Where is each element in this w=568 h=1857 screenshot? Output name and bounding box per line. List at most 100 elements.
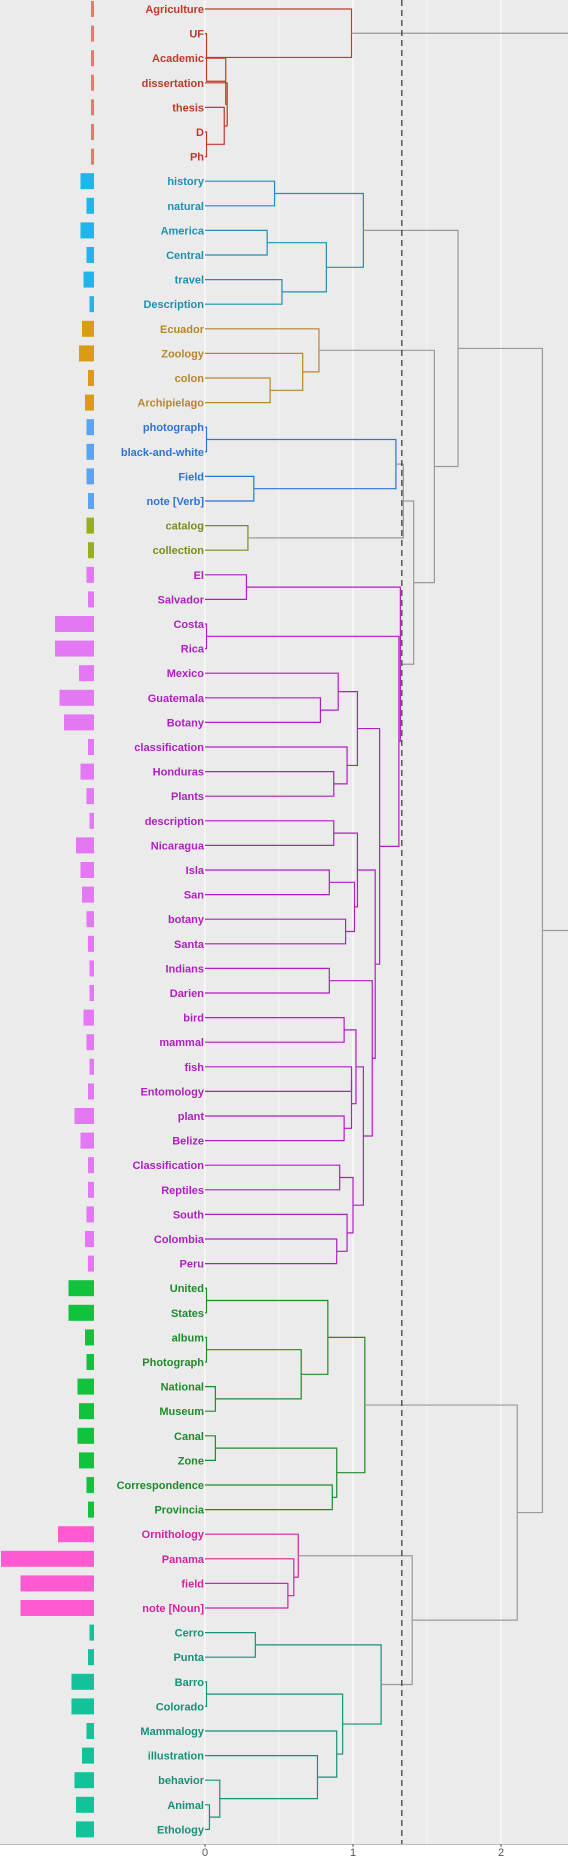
leaf-bar-photograph (86, 1354, 94, 1370)
leaf-bar-mammalogy (86, 1723, 94, 1739)
grid-lines (204, 0, 502, 1844)
leaf-label-black-and-white: black-and-white (121, 447, 204, 459)
leaf-bar-history (80, 173, 94, 190)
leaf-bar-south (86, 1206, 94, 1223)
leaf-bar-natural (86, 197, 94, 214)
leaf-bar-thesis (91, 99, 94, 116)
leaf-bar-photograph (86, 419, 94, 436)
leaf-bar-plants (86, 788, 94, 805)
x-tick-label: 2 (498, 1847, 504, 1857)
leaf-bar-travel (83, 271, 94, 288)
leaf-bar-isla (80, 862, 94, 878)
leaf-bar-provincia (88, 1501, 94, 1518)
leaf-bar-agriculture (91, 1, 94, 17)
leaf-label-description: Description (143, 299, 204, 311)
leaf-bar-botany (86, 911, 94, 928)
leaf-label-costa: Costa (173, 619, 204, 631)
leaf-bar-colombia (85, 1231, 94, 1247)
leaf-label-panama: Panama (162, 1554, 205, 1566)
leaf-label-photograph: photograph (143, 422, 204, 434)
leaf-bar-collection (88, 542, 94, 559)
leaf-label-colombia: Colombia (154, 1234, 205, 1246)
leaf-bar-panama (1, 1550, 94, 1567)
leaf-bar-description (89, 296, 94, 313)
leaf-label-states: States (171, 1308, 204, 1320)
leaf-bar-barro (71, 1673, 94, 1690)
leaf-label-ph: Ph (190, 152, 204, 164)
leaf-labels: Agriculture UF Academic dissertation thesis D… (117, 4, 205, 1836)
leaf-bar-botany (64, 714, 94, 731)
leaf-bar-el (86, 566, 94, 583)
leaf-label-salvador: Salvador (158, 594, 205, 606)
leaf-label-description: description (145, 816, 205, 828)
leaf-bar-colorado (71, 1698, 94, 1715)
leaf-label-collection: collection (153, 545, 205, 557)
leaf-bar-album (85, 1329, 94, 1346)
leaf-bar-darien (89, 985, 94, 1001)
leaf-label-note-noun: note [Noun] (142, 1603, 204, 1615)
leaf-label-dissertation: dissertation (142, 78, 205, 90)
leaf-label-mammalogy: Mammalogy (140, 1726, 204, 1738)
leaf-label-behavior: behavior (158, 1775, 205, 1787)
leaf-bar-uf (91, 25, 94, 42)
leaf-bar-zone (79, 1452, 94, 1469)
leaf-bar-note-noun (20, 1600, 94, 1616)
leaf-bar-catalog (86, 517, 94, 534)
leaf-bar-santa (88, 935, 94, 952)
leaf-bar-america (80, 222, 94, 239)
leaf-label-classification: Classification (132, 1160, 204, 1172)
leaf-bar-dissertation (91, 74, 94, 91)
leaf-label-archipielago: Archipielago (137, 398, 204, 410)
leaf-bar-states (68, 1304, 94, 1321)
leaf-label-correspondence: Correspondence (117, 1480, 204, 1492)
leaf-bar-bird (83, 1009, 94, 1026)
x-tick-label: 1 (350, 1847, 356, 1857)
leaf-bar-note-verb (88, 493, 94, 509)
leaf-label-santa: Santa (174, 939, 205, 951)
leaf-bar-mammal (86, 1034, 94, 1051)
leaf-bar-nicaragua (76, 837, 94, 854)
leaf-label-mexico: Mexico (167, 668, 205, 680)
leaf-label-academic: Academic (152, 53, 204, 65)
leaf-label-ecuador: Ecuador (160, 324, 205, 336)
merge-branch (351, 32, 568, 932)
leaf-bar-illustration (82, 1747, 94, 1764)
leaf-bar-peru (88, 1255, 94, 1272)
leaf-bar-punta (88, 1649, 94, 1666)
leaf-bar-guatemala (59, 689, 94, 706)
leaf-label-photograph: Photograph (142, 1357, 204, 1369)
leaf-bar-ph (91, 148, 94, 165)
leaf-label-el: El (194, 570, 204, 582)
leaf-bar-salvador (88, 591, 94, 608)
leaf-bar-ethology (76, 1821, 94, 1838)
leaf-label-zoology: Zoology (161, 348, 205, 360)
leaf-bars (1, 1, 94, 1838)
leaf-label-national: National (161, 1382, 204, 1394)
leaf-label-america: America (161, 225, 205, 237)
leaf-bar-honduras (80, 763, 94, 780)
leaf-label-cerro: Cerro (175, 1628, 205, 1640)
leaf-label-botany: botany (168, 914, 205, 926)
leaf-bar-black-and-white (86, 443, 94, 460)
leaf-label-catalog: catalog (165, 521, 204, 533)
leaf-bar-mexico (79, 665, 94, 682)
leaf-label-rica: Rica (181, 644, 205, 656)
leaf-bar-correspondence (86, 1477, 94, 1493)
leaf-label-thesis: thesis (172, 102, 204, 114)
x-axis: 0 1 2 (0, 1844, 568, 1857)
leaf-label-peru: Peru (180, 1259, 204, 1271)
leaf-label-d: D (196, 127, 204, 139)
leaf-bar-rica (55, 640, 94, 657)
leaf-label-united: United (170, 1283, 204, 1295)
x-tick-label: 0 (202, 1847, 208, 1857)
leaf-label-bird: bird (183, 1013, 204, 1025)
leaf-label-punta: Punta (173, 1652, 204, 1664)
leaf-label-classification: classification (134, 742, 204, 754)
leaf-bar-archipielago (85, 394, 94, 411)
leaf-bar-ecuador (82, 320, 94, 337)
leaf-label-colorado: Colorado (156, 1701, 205, 1713)
leaf-label-canal: Canal (174, 1431, 204, 1443)
leaf-label-travel: travel (175, 275, 204, 287)
leaf-label-san: San (184, 890, 204, 902)
